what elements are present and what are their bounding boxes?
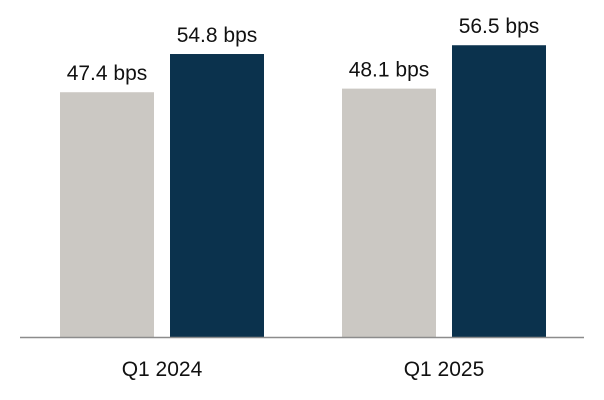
bars-group: [60, 45, 546, 338]
x-tick-label-1: Q1 2025: [404, 358, 485, 381]
x-tick-labels-group: Q1 2024 Q1 2025: [122, 358, 485, 381]
bar-1-0: [342, 88, 436, 338]
bar-0-1: [170, 54, 264, 338]
bar-1-1: [452, 45, 546, 338]
bar-0-0: [60, 92, 154, 337]
value-label-1-1: 56.5 bps: [459, 15, 540, 38]
value-labels-group: 47.4 bps 54.8 bps 48.1 bps 56.5 bps: [67, 15, 540, 85]
x-tick-label-0: Q1 2024: [122, 358, 203, 381]
value-label-0-1: 54.8 bps: [177, 24, 258, 47]
value-label-1-0: 48.1 bps: [349, 59, 430, 82]
value-label-0-0: 47.4 bps: [67, 62, 148, 85]
